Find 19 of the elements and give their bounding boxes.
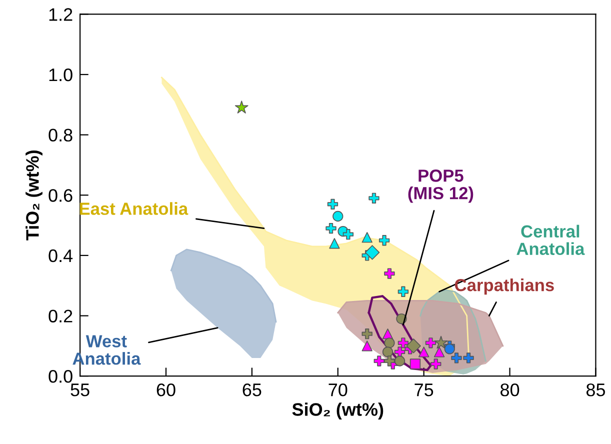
y-tick-label: 0.6 (48, 189, 72, 202)
y-tick-label: 0.2 (48, 310, 72, 322)
y-tick-label: 1.0 (49, 68, 72, 82)
x-tick-label: 75 (414, 384, 434, 396)
annotation: Carpathians (454, 278, 554, 295)
y-tick-label: 1.2 (49, 8, 72, 21)
y-axis-title: TiO₂ (wt%) (26, 150, 42, 240)
y-tick-label: 0.4 (48, 249, 73, 262)
annotation: Central Anatolia (516, 224, 585, 256)
y-tick-label: 0.0 (48, 370, 72, 383)
x-tick-label: 85 (586, 383, 606, 396)
y-tick-label: 0.8 (48, 128, 72, 142)
x-tick-label: 80 (500, 383, 520, 396)
x-tick-label: 60 (156, 383, 176, 396)
x-axis-title: SiO₂ (wt%) (292, 402, 384, 420)
x-tick-label: 65 (242, 383, 262, 396)
annotation: POP5 (MIS 12) (408, 170, 474, 203)
x-tick-label: 70 (328, 383, 348, 396)
x-tick-label: 55 (70, 384, 90, 396)
